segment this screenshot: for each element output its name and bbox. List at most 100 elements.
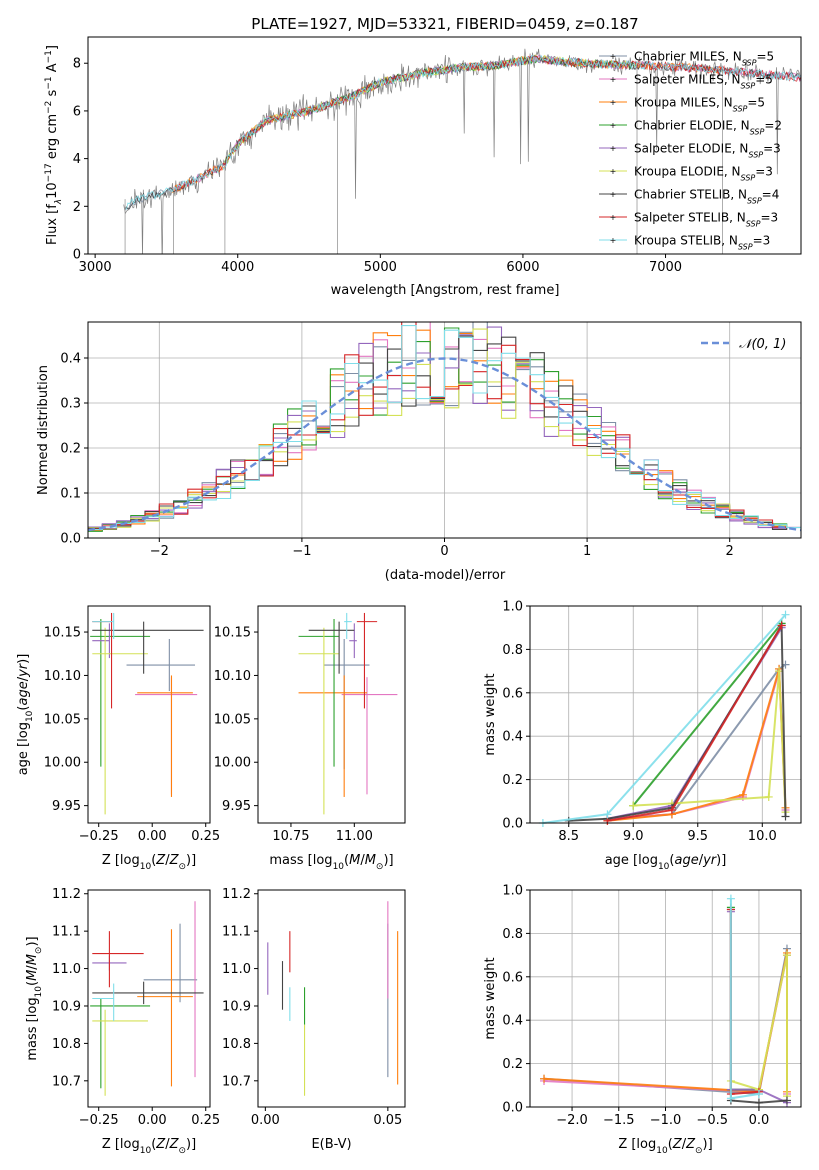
y-tick-label: 0.2 <box>60 442 81 457</box>
legend-text: Kroupa ELODIE, N <box>634 165 741 179</box>
label-part: Z <box>169 853 180 868</box>
label-part: / <box>682 1137 687 1152</box>
label-part: / <box>165 853 170 868</box>
label-part: age [log <box>16 722 31 775</box>
legend-sub: SSP <box>733 104 748 113</box>
legend-sub: SSP <box>741 173 756 182</box>
label-part: −2 <box>44 101 54 114</box>
label-part: 10 <box>333 862 345 872</box>
label-part: Z [log <box>618 1137 656 1152</box>
y-tick-label: 1.0 <box>502 600 523 615</box>
y-tick-label: 10.8 <box>52 1037 81 1052</box>
axes-mass_vs_ebv: 0.00 0.05 10.7 10.8 10.9 11.0 11.1 11.2 <box>222 887 402 1128</box>
label-part: 10 <box>140 862 152 872</box>
label-part: ( <box>16 706 31 711</box>
x-tick-label: 3000 <box>79 260 112 275</box>
x-tick-label: 2 <box>726 544 734 559</box>
label-part: )] <box>16 654 31 664</box>
label-part: M <box>25 954 40 965</box>
y-tick-label: 10.8 <box>222 1037 251 1052</box>
plot-frame-residuals <box>87 321 802 539</box>
x-tick-label: 4000 <box>221 260 254 275</box>
label-part: / <box>165 1137 170 1152</box>
y-axis-label: mass weight <box>483 957 498 1039</box>
plot-frame-age_vs_mass <box>257 605 406 824</box>
label-part: ( <box>151 1137 156 1152</box>
y-tick-label: 0.4 <box>502 730 523 745</box>
plot-frame-weight_vs_age <box>529 605 802 824</box>
label-part: )] <box>703 1137 713 1152</box>
legend-sub: SSP <box>738 242 753 251</box>
legend: + Chabrier MILES, NSSP=5+ Salpeter MILES, … <box>599 50 782 251</box>
label-part: Z <box>169 1137 180 1152</box>
label-part: yr <box>702 853 718 868</box>
y-tick-label: 11.0 <box>52 962 81 977</box>
legend-sub: SSP <box>741 81 756 90</box>
legend-text: Chabrier ELODIE, N <box>634 119 750 133</box>
x-axis-label: (data-model)/error <box>385 568 506 583</box>
y-tick-label: 0.4 <box>60 352 81 367</box>
label-part: ⊙ <box>178 862 186 872</box>
y-axis-label: Normed distribution <box>36 365 51 495</box>
legend-label: Chabrier ELODIE, NSSP=2 <box>634 119 782 137</box>
label-part: E(B-V) <box>311 1137 351 1152</box>
y-tick-label: 10.10 <box>44 669 81 684</box>
label-part: ( <box>668 1137 673 1152</box>
weight-marker <box>754 1098 763 1107</box>
y-tick-label: 10.7 <box>222 1074 251 1089</box>
axis-label: Z [log10(Z/Z⊙)] <box>102 1137 196 1156</box>
y-tick-label: 10.05 <box>214 712 251 727</box>
label-part: 10 <box>45 182 60 199</box>
label-part: age <box>16 681 31 705</box>
label-part: A <box>45 63 60 76</box>
legend-marker: + <box>610 144 617 153</box>
label-part: −1 <box>44 76 54 89</box>
legend-eq: =3 <box>760 211 778 225</box>
label-part: age <box>674 853 698 868</box>
y-tick-label: 10.05 <box>44 712 81 727</box>
y-tick-label: 9.95 <box>52 799 81 814</box>
weight-marker <box>629 801 638 810</box>
x-tick-label: 0.00 <box>251 1113 280 1128</box>
axes-weight_vs_age: 8.5 9.0 9.5 10.0 0.0 0.2 0.4 0.6 0.8 1.0 <box>502 600 801 844</box>
weight-line <box>729 898 760 1100</box>
plot-frame-mass_vs_Z <box>87 889 211 1108</box>
x-tick-label: 9.0 <box>623 829 644 844</box>
x-tick-label: −2.0 <box>556 1113 588 1128</box>
legend-eq: =2 <box>764 119 782 133</box>
weight-line <box>729 909 759 1096</box>
y-tick-label: 0.2 <box>502 1057 523 1072</box>
x-tick-label: 0.0 <box>749 1113 770 1128</box>
y-tick-label: 0.0 <box>502 817 523 832</box>
label-part: yr <box>16 662 31 678</box>
label-part: ] <box>45 45 60 50</box>
label-part: / <box>699 853 704 868</box>
y-tick-label: 1.0 <box>502 884 523 899</box>
label-part: M <box>365 853 376 868</box>
legend-label: Kroupa ELODIE, NSSP=3 <box>634 165 773 183</box>
x-tick-label: 0.25 <box>191 829 220 844</box>
x-tick-label: −1.0 <box>650 1113 682 1128</box>
legend-sub: SSP <box>748 150 763 159</box>
y-axis-label: mass weight <box>483 673 498 755</box>
residual-histogram <box>88 328 801 531</box>
residual-histogram <box>88 325 801 531</box>
y-tick-label: 4 <box>73 152 81 167</box>
y-tick-label: 10.15 <box>44 626 81 641</box>
y-tick-label: 8 <box>73 57 81 72</box>
label-part: 10 <box>34 986 44 998</box>
gaussian-curve <box>88 357 801 532</box>
plot-frame-mass_vs_ebv <box>257 889 406 1108</box>
label-part: −17 <box>44 163 54 182</box>
x-tick-label: 0.00 <box>138 829 167 844</box>
legend-marker: + <box>610 75 617 84</box>
legend-marker: + <box>610 121 617 130</box>
y-tick-label: 0.4 <box>502 1014 523 1029</box>
model-spectrum <box>125 54 801 210</box>
y-tick-label: 0.6 <box>502 686 523 701</box>
x-tick-label: 0.05 <box>373 1113 402 1128</box>
legend-marker: + <box>610 52 617 61</box>
label-part: )] <box>186 853 196 868</box>
x-tick-label: 0.25 <box>191 1113 220 1128</box>
weight-marker <box>782 1096 791 1105</box>
